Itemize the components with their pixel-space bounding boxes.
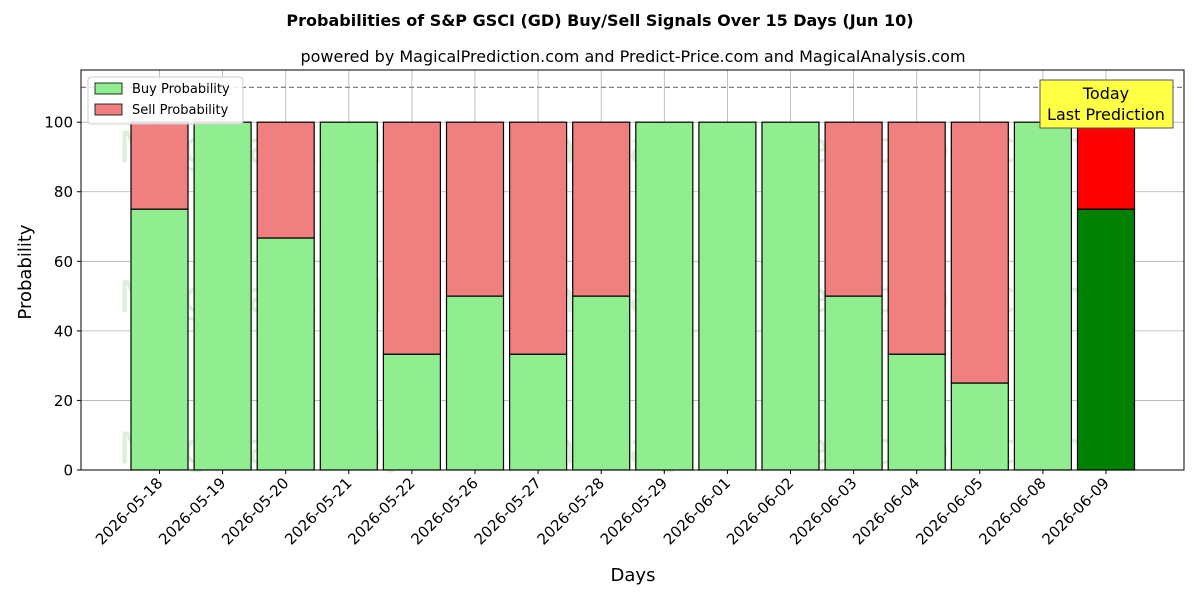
annotation-today: Today (1082, 84, 1129, 103)
legend: Buy Probability Sell Probability (87, 76, 244, 125)
buy-bar (1076, 208, 1136, 471)
x-tick-label: 2026-05-19 (155, 474, 229, 548)
x-tick-label: 2026-05-28 (534, 474, 608, 548)
sell-bar (445, 121, 505, 297)
sell-bar (509, 121, 568, 355)
buy-bar (256, 237, 315, 471)
chart-title: Probabilities of S&P GSCI (GD) Buy/Sell … (286, 11, 913, 30)
buy-bar (887, 353, 946, 471)
sell-bar (1076, 121, 1136, 210)
buy-bar (698, 121, 757, 471)
sell-bar (887, 121, 946, 355)
sell-bar (824, 121, 883, 297)
buy-bar (824, 295, 883, 471)
x-tick-label: 2026-06-01 (660, 474, 734, 548)
x-tick-label: 2026-05-21 (281, 474, 355, 548)
y-tick-label: 20 (54, 392, 73, 410)
y-tick-label: 100 (44, 114, 73, 132)
y-tick-label: 80 (54, 183, 73, 201)
sell-bar (572, 121, 631, 297)
x-tick-label: 2026-05-29 (597, 474, 671, 548)
legend-frame (87, 76, 244, 125)
buy-bar (509, 353, 568, 471)
sell-bar (130, 121, 189, 210)
x-tick-label: 2026-05-27 (471, 474, 545, 548)
sell-bar (382, 121, 441, 355)
x-tick-label: 2026-06-05 (912, 474, 986, 548)
plot-frame (80, 69, 1185, 471)
buy-bar (572, 295, 631, 471)
x-axis-label: Days (611, 565, 656, 586)
sell-bar (950, 121, 1009, 384)
annotation-box (1039, 79, 1174, 129)
buy-bar (319, 121, 378, 471)
bars-layer (130, 121, 1136, 471)
legend-sell-label: Sell Probability (132, 103, 229, 118)
x-tick-label: 2026-06-03 (786, 474, 860, 548)
y-axis-label: Probability (15, 224, 36, 319)
buy-bar (950, 382, 1009, 471)
x-tick-label: 2026-05-20 (218, 474, 292, 548)
x-tick-label: 2026-06-08 (975, 474, 1049, 548)
buy-bar (193, 121, 252, 471)
x-tick-label: 2026-05-26 (407, 474, 481, 548)
annotation-last-prediction: Last Prediction (1047, 105, 1165, 124)
buy-bar (445, 295, 505, 471)
x-tick-label: 2026-06-09 (1038, 474, 1112, 548)
legend-buy-label: Buy Probability (132, 82, 230, 97)
x-tick-label: 2026-05-18 (92, 474, 166, 548)
chart-subtitle: powered by MagicalPrediction.com and Pre… (300, 47, 965, 66)
buy-bar (130, 208, 189, 471)
legend-sell-swatch (94, 103, 123, 116)
sell-bar (256, 121, 315, 239)
y-tick-label: 0 (63, 462, 73, 480)
buy-bar (635, 121, 694, 471)
buy-bar (382, 353, 441, 471)
x-tick-label: 2026-06-02 (723, 474, 797, 548)
buy-bar (1013, 121, 1073, 471)
y-tick-label: 60 (54, 253, 73, 271)
today-annotation: Today Last Prediction (1039, 79, 1174, 129)
x-tick-label: 2026-06-04 (849, 474, 923, 548)
x-tick-label: 2026-05-22 (344, 474, 418, 548)
legend-buy-swatch (94, 82, 123, 95)
buy-bar (761, 121, 820, 471)
y-tick-label: 40 (54, 322, 73, 340)
